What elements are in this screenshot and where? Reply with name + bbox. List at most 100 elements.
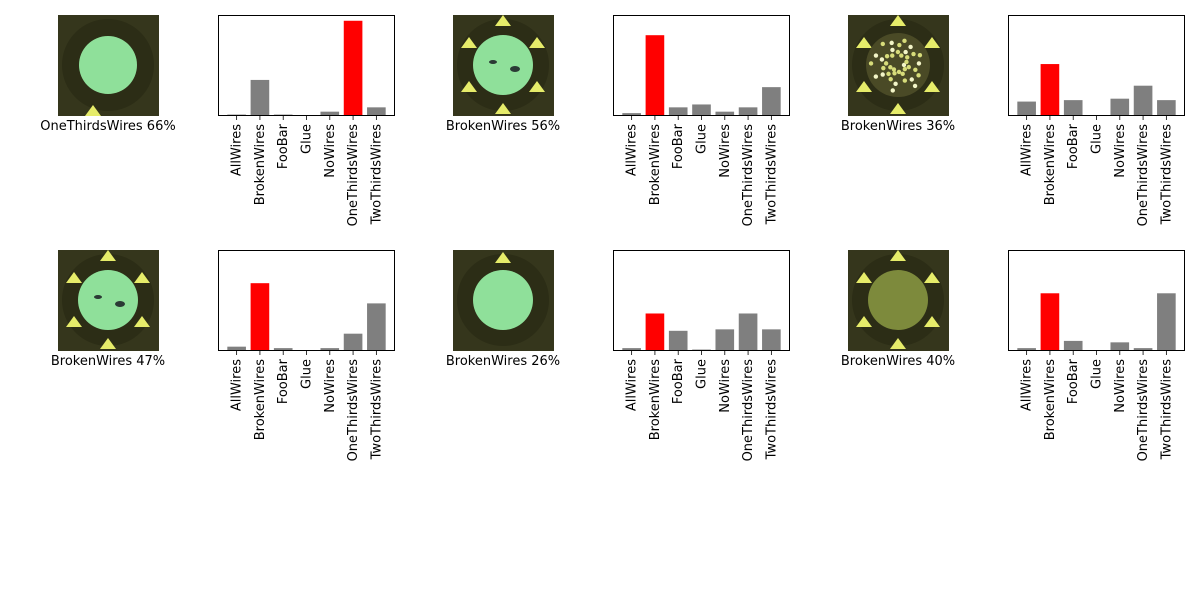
glue-speck [888, 65, 893, 70]
prediction-caption: BrokenWires 40% [840, 354, 956, 369]
prediction-caption: BrokenWires 56% [445, 119, 561, 134]
sample-photo [453, 250, 554, 351]
x-tick-label: BrokenWires [253, 359, 268, 440]
contact-pad [100, 250, 116, 261]
bar-nowires [320, 111, 340, 116]
x-tick-label: TwoThirdsWires [1159, 124, 1174, 226]
x-tick-label: AllWires [625, 359, 640, 411]
bar-onethirdswires [738, 107, 758, 116]
contact-pad [890, 338, 906, 349]
bar-brokenwires [645, 35, 665, 117]
glue-speck [916, 73, 921, 78]
x-tick-label: NoWires [323, 359, 338, 413]
contact-pad [100, 338, 116, 349]
contact-pad [495, 15, 511, 26]
x-tick-label: FooBar [276, 123, 291, 169]
glue-speck [901, 62, 907, 68]
x-tick-label: AllWires [1020, 124, 1035, 176]
contact-pad [134, 316, 150, 327]
x-tick-label: AllWires [230, 359, 245, 411]
x-tick-label: OneThirdsWires [346, 359, 361, 462]
x-tick-label: FooBar [1066, 123, 1081, 169]
x-tick-label: FooBar [671, 358, 686, 404]
glue-speck [904, 59, 909, 65]
glue-speck [886, 71, 891, 77]
broken-wire [489, 60, 497, 64]
broken-wire [94, 295, 102, 299]
lens-disc [868, 270, 928, 330]
contact-pad [529, 81, 545, 92]
x-tick-label: TwoThirdsWires [764, 124, 779, 226]
bar-nowires [320, 348, 340, 351]
glue-speck [917, 52, 923, 58]
x-tick-label: AllWires [230, 124, 245, 176]
glue-speck [905, 55, 910, 60]
glue-speck [890, 53, 895, 58]
plot-frame [218, 15, 395, 116]
bar-brokenwires [250, 283, 270, 351]
glue-speck [902, 38, 907, 44]
x-tick-label: BrokenWires [253, 124, 268, 205]
glue-speck [873, 74, 879, 79]
prediction-caption: BrokenWires 26% [445, 354, 561, 369]
x-tick-label: OneThirdsWires [1136, 124, 1151, 227]
glue-speck [912, 83, 918, 89]
x-tick-label: NoWires [718, 359, 733, 413]
x-tick-label: AllWires [1020, 359, 1035, 411]
glue-speck [890, 88, 895, 93]
x-tick-label: NoWires [323, 124, 338, 178]
probability-bar-chart: AllWires BrokenWires FooBar Glue NoWires OneT… [613, 15, 790, 245]
x-tick-label: FooBar [671, 123, 686, 169]
bar-foobar [1063, 340, 1083, 351]
sample-photo [58, 250, 159, 351]
lens-disc [78, 270, 138, 330]
contact-pad [134, 272, 150, 283]
bar-twothirdswires [367, 107, 386, 116]
glue-speck [902, 66, 908, 72]
x-tick-label: TwoThirdsWires [1159, 359, 1174, 461]
glue-speck [909, 77, 914, 82]
glue-speck [880, 72, 885, 77]
sample-photo [848, 15, 949, 116]
contact-pad [924, 37, 940, 48]
glue-speck [900, 71, 905, 77]
x-tick-label: OneThirdsWires [741, 359, 756, 462]
x-tick-label: OneThirdsWires [1136, 359, 1151, 462]
bar-onethirdswires [738, 313, 758, 351]
glue-speck [891, 67, 897, 72]
glue-speck [892, 71, 897, 76]
probability-bar-chart: AllWires BrokenWires FooBar Glue NoWires OneT… [218, 15, 395, 245]
plot-frame [613, 15, 790, 116]
probability-bar-chart: AllWires BrokenWires FooBar Glue NoWires OneT… [218, 250, 395, 480]
broken-wire [115, 301, 125, 307]
x-tick-label: Glue [300, 124, 315, 154]
contact-pad [924, 81, 940, 92]
lens-disc [473, 270, 533, 330]
x-tick-label: BrokenWires [1043, 359, 1058, 440]
bar-twothirdswires [1157, 100, 1176, 116]
x-tick-label: TwoThirdsWires [369, 359, 384, 461]
x-tick-label: FooBar [1066, 358, 1081, 404]
glue-speck [880, 41, 886, 47]
bar-foobar [273, 348, 293, 351]
bar-onethirdswires [1133, 85, 1153, 116]
x-tick-label: NoWires [1113, 124, 1128, 178]
contact-pad [856, 316, 872, 327]
prediction-caption: OneThirdsWires 66% [40, 119, 176, 134]
glue-speck [879, 57, 885, 62]
x-tick-label: Glue [1090, 359, 1105, 389]
glue-speck [897, 42, 902, 48]
contact-pad [66, 272, 82, 283]
bar-brokenwires [250, 79, 270, 116]
bar-foobar [1063, 100, 1083, 116]
glue-speck [911, 51, 916, 57]
glue-speck [906, 64, 911, 70]
bar-brokenwires [645, 313, 665, 351]
sample-photo [453, 15, 554, 116]
bar-twothirdswires [762, 329, 781, 351]
x-tick-label: BrokenWires [1043, 124, 1058, 205]
glue-speck [881, 65, 886, 71]
glue-speck [903, 49, 908, 55]
x-tick-label: Glue [695, 359, 710, 389]
x-tick-label: FooBar [276, 358, 291, 404]
